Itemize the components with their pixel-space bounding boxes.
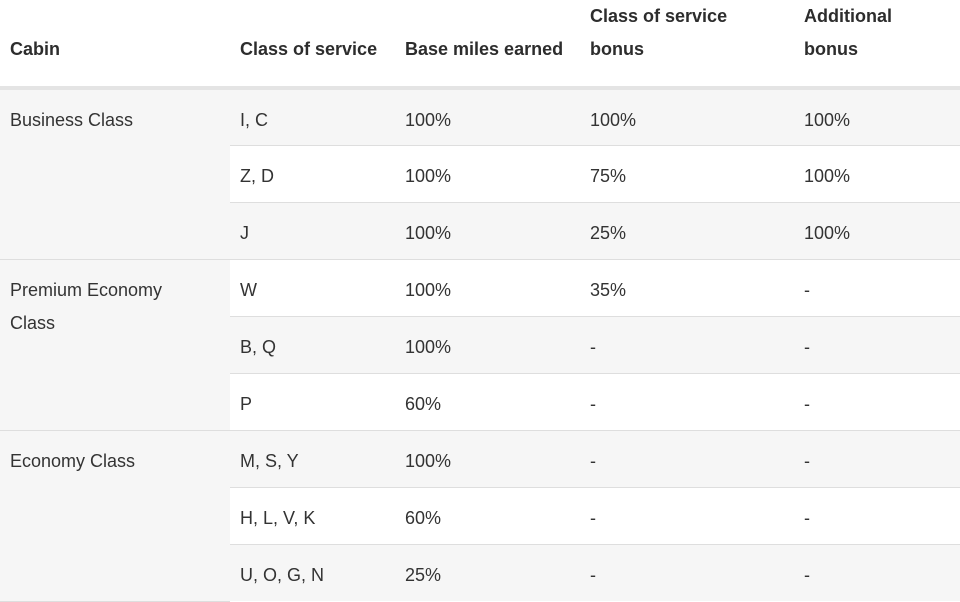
base-miles-cell: 60%	[395, 487, 580, 545]
cabin-cell: Economy Class	[0, 430, 230, 602]
class-cell: H, L, V, K	[230, 487, 395, 545]
additional-bonus-cell: 100%	[794, 145, 960, 203]
class-cell: W	[230, 259, 395, 317]
additional-bonus-cell: -	[794, 487, 960, 545]
table-row: B, Q 100% - -	[0, 316, 960, 374]
table-header-row: Cabin Class of service Base miles earned…	[0, 0, 960, 90]
header-additional-line2: bonus	[804, 39, 858, 59]
class-cell: B, Q	[230, 316, 395, 374]
additional-bonus-cell: -	[794, 316, 960, 374]
class-cell: J	[230, 202, 395, 260]
cabin-cell: Premium Economy Class	[0, 259, 230, 431]
additional-bonus-cell: 100%	[794, 202, 960, 260]
cos-bonus-cell: 75%	[580, 145, 794, 203]
additional-bonus-cell: 100%	[794, 88, 960, 146]
table-row: U, O, G, N 25% - -	[0, 544, 960, 601]
header-cos-bonus-line2: bonus	[590, 39, 644, 59]
header-additional-bonus: Additional bonus	[794, 0, 960, 90]
base-miles-cell: 25%	[395, 544, 580, 601]
base-miles-cell: 100%	[395, 316, 580, 374]
header-base-miles: Base miles earned	[395, 0, 580, 90]
cos-bonus-cell: -	[580, 487, 794, 545]
table-row: Business Class I, C 100% 100% 100%	[0, 88, 960, 260]
cabin-label: Business Class	[10, 110, 134, 130]
base-miles-cell: 100%	[395, 202, 580, 260]
class-cell: U, O, G, N	[230, 544, 395, 601]
table-row: Z, D 100% 75% 100%	[0, 145, 960, 203]
header-cos-bonus-line1: Class of service	[590, 6, 728, 26]
cabin-cell: Business Class	[0, 88, 230, 260]
header-additional-line1: Additional	[804, 6, 892, 26]
table-row: Premium Economy Class W 100% 35% -	[0, 259, 960, 431]
table-row: Economy Class M, S, Y 100% - -	[0, 430, 960, 602]
header-cos-bonus: Class of service bonus	[580, 0, 794, 90]
table-row: J 100% 25% 100%	[0, 202, 960, 260]
base-miles-cell: 100%	[395, 145, 580, 203]
cos-bonus-cell: -	[580, 316, 794, 374]
base-miles-cell: 60%	[395, 373, 580, 431]
additional-bonus-cell: -	[794, 430, 960, 488]
additional-bonus-cell: -	[794, 544, 960, 601]
cos-bonus-cell: -	[580, 430, 794, 488]
class-cell: Z, D	[230, 145, 395, 203]
cos-bonus-cell: -	[580, 373, 794, 431]
cos-bonus-cell: 100%	[580, 88, 794, 146]
cabin-label: Premium Economy	[10, 279, 163, 300]
cabin-label: Economy Class	[10, 450, 136, 471]
base-miles-cell: 100%	[395, 88, 580, 146]
cos-bonus-cell: -	[580, 544, 794, 601]
cabin-label-line2: Class	[10, 312, 56, 333]
header-cabin: Cabin	[0, 0, 230, 90]
header-class-of-service: Class of service	[230, 0, 395, 90]
base-miles-cell: 100%	[395, 259, 580, 317]
class-cell: M, S, Y	[230, 430, 395, 488]
cos-bonus-cell: 35%	[580, 259, 794, 317]
cos-bonus-cell: 25%	[580, 202, 794, 260]
additional-bonus-cell: -	[794, 259, 960, 317]
table-row: P 60% - -	[0, 373, 960, 431]
table-row: H, L, V, K 60% - -	[0, 487, 960, 545]
class-cell: I, C	[230, 88, 395, 146]
class-cell: P	[230, 373, 395, 431]
additional-bonus-cell: -	[794, 373, 960, 431]
base-miles-cell: 100%	[395, 430, 580, 488]
